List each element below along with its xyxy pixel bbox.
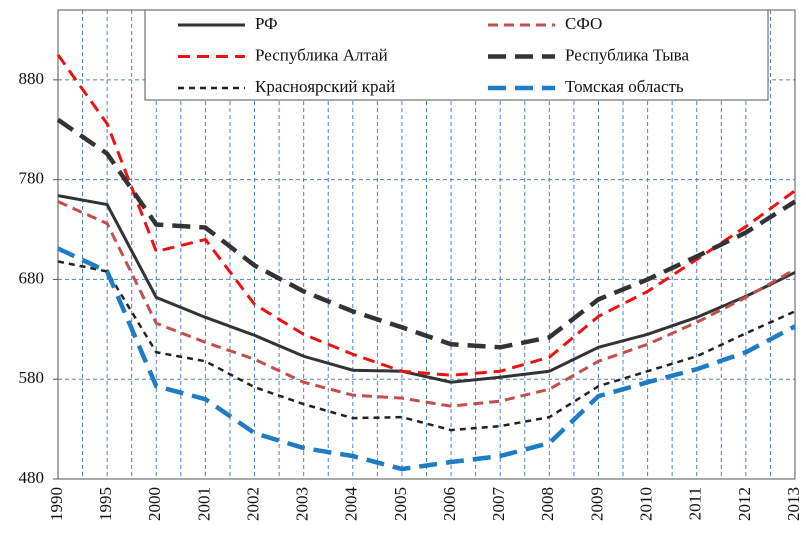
x-tick-label: 2000 bbox=[145, 487, 164, 521]
x-tick-label: 2011 bbox=[686, 487, 705, 520]
x-tick-label: 2009 bbox=[587, 487, 606, 521]
y-tick-label: 780 bbox=[19, 169, 45, 188]
legend-label: Красноярский край bbox=[255, 77, 395, 96]
y-tick-label: 680 bbox=[19, 268, 45, 287]
legend-box bbox=[144, 9, 769, 101]
y-tick-label: 580 bbox=[19, 368, 45, 387]
series-line bbox=[57, 260, 796, 432]
x-tick-label: 2008 bbox=[538, 487, 557, 521]
y-tick-label: 880 bbox=[19, 69, 45, 88]
x-tick-label: 2004 bbox=[342, 487, 361, 522]
x-tick-label: 2012 bbox=[735, 487, 754, 521]
x-tick-label: 2007 bbox=[489, 487, 508, 522]
series-line bbox=[57, 200, 796, 408]
x-tick-label: 2013 bbox=[784, 487, 803, 521]
x-tick-label: 1995 bbox=[96, 487, 115, 521]
series-line bbox=[56, 117, 797, 350]
legend-label: СФО bbox=[565, 14, 602, 33]
legend-label: Республика Алтай bbox=[255, 45, 388, 64]
x-tick-label: 2002 bbox=[243, 487, 262, 521]
x-tick-label: 2006 bbox=[440, 487, 459, 521]
legend-label: Республика Тыва bbox=[565, 45, 689, 64]
x-tick-label: 2001 bbox=[194, 487, 213, 521]
legend-label: РФ bbox=[255, 14, 278, 33]
x-tick-label: 2010 bbox=[637, 487, 656, 521]
x-tick-label: 1990 bbox=[47, 487, 66, 521]
legend-label: Томская область bbox=[565, 77, 684, 96]
x-tick-label: 2003 bbox=[293, 487, 312, 521]
series-line bbox=[57, 246, 797, 472]
y-tick-label: 480 bbox=[19, 468, 45, 487]
series-line bbox=[57, 194, 796, 384]
x-tick-label: 2005 bbox=[391, 487, 410, 521]
series-line bbox=[56, 54, 796, 377]
